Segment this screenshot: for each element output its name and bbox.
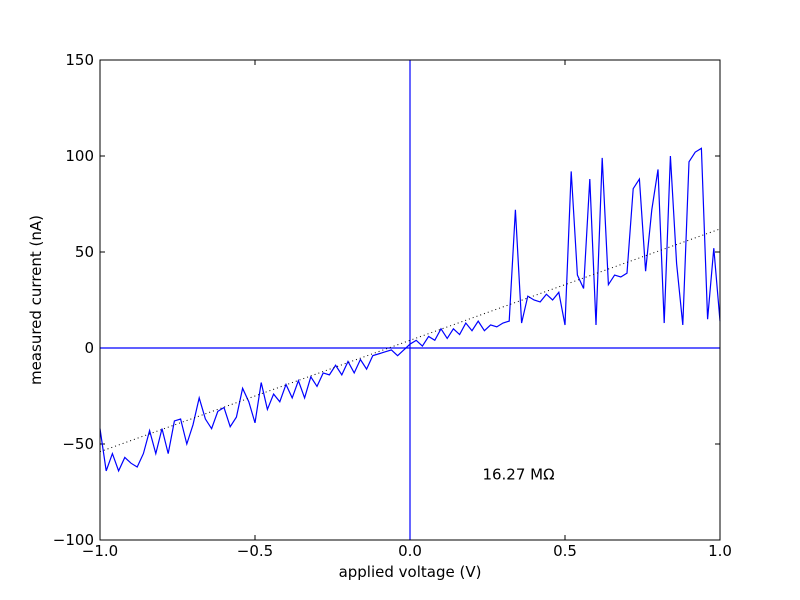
x-tick-label: 0.5 [553, 542, 577, 560]
x-axis-label: applied voltage (V) [339, 563, 482, 581]
y-tick-label: 50 [75, 243, 94, 261]
x-tick-label: −1.0 [82, 542, 118, 560]
y-tick-label: 100 [65, 147, 94, 165]
fit-line [99, 228, 721, 453]
data-line [99, 147, 721, 473]
plot-frame [99, 59, 721, 541]
x-tick-label: 1.0 [708, 542, 732, 560]
y-tick-label: 0 [84, 339, 94, 357]
annotation: 16.27 MΩ [482, 466, 554, 484]
x-tick-label: 0.0 [398, 542, 422, 560]
x-tick-label: −0.5 [237, 542, 273, 560]
y-tick-label: −100 [53, 531, 94, 549]
y-tick-label: −50 [62, 435, 94, 453]
y-tick-label: 150 [65, 51, 94, 69]
y-axis-label: measured current (nA) [27, 215, 45, 385]
